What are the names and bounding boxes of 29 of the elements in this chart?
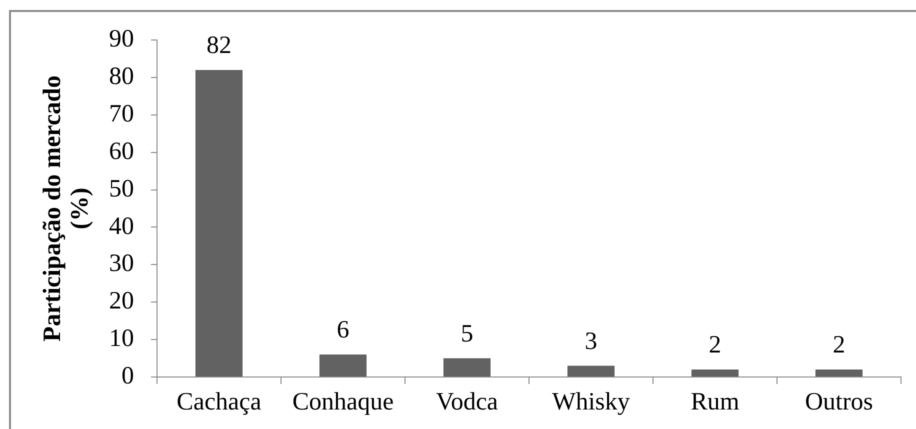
y-tick-label: 60 [109, 138, 134, 165]
x-tick-label: Rum [690, 388, 740, 416]
y-tick-label: 10 [109, 325, 134, 352]
y-tick-label: 70 [109, 100, 134, 128]
bar [443, 358, 491, 376]
bar [691, 370, 739, 376]
y-tick-label: 0 [122, 362, 134, 390]
data-label: 2 [832, 332, 846, 359]
x-tick-label: Cachaça [176, 388, 262, 416]
x-tick-label: Whisky [552, 388, 630, 416]
bar [195, 70, 243, 376]
data-label: 6 [336, 316, 350, 344]
data-label: 3 [584, 328, 598, 355]
data-label: 82 [206, 32, 232, 59]
x-tick-label: Conhaque [292, 388, 394, 416]
x-tick-label: Outros [804, 388, 874, 416]
y-tick-label: 80 [109, 63, 134, 90]
data-label: 5 [460, 320, 474, 348]
y-tick-label: 40 [109, 212, 134, 240]
y-tick-label: 50 [109, 175, 134, 202]
y-tick-label: 20 [109, 288, 134, 315]
bar [567, 366, 615, 376]
bar [815, 370, 863, 376]
y-tick-label: 90 [109, 26, 134, 53]
x-tick-label: Vodca [436, 388, 498, 416]
bar [319, 354, 367, 376]
y-tick-label: 30 [109, 250, 134, 278]
data-label: 2 [708, 332, 722, 359]
y-axis-title: Participação do mercado (%) [39, 75, 94, 342]
